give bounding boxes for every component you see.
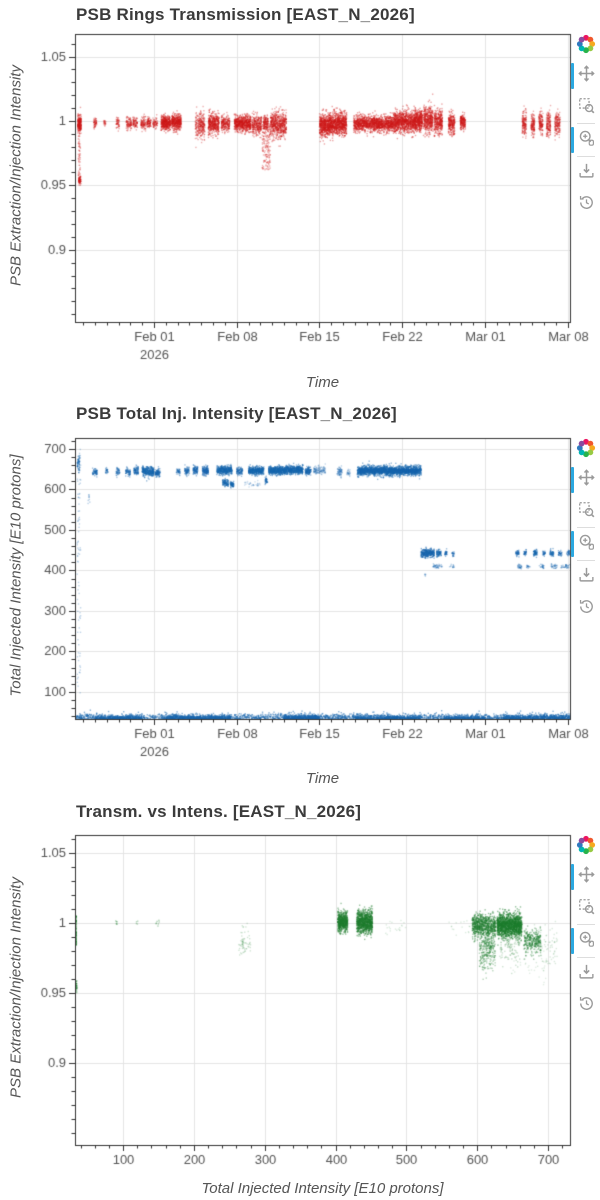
box-zoom-tool-button[interactable] [572, 94, 600, 122]
reset-icon [578, 995, 595, 1017]
box-zoom-icon [578, 501, 595, 523]
wheel-zoom-tool-button[interactable] [572, 126, 600, 154]
transmission-vs-time-chart-canvas[interactable] [0, 0, 600, 400]
box-zoom-icon [578, 97, 595, 119]
bokeh-logo [576, 34, 596, 54]
bokeh-toolbar-plot1 [570, 34, 600, 244]
bokeh-toolbar-plot2 [570, 438, 600, 648]
wheel-zoom-icon [578, 930, 595, 952]
move-icon [577, 469, 595, 491]
toolbar-divider [577, 957, 595, 958]
box-zoom-tool-button[interactable] [572, 498, 600, 526]
wheel-zoom-tool-button[interactable] [572, 927, 600, 955]
move-icon [577, 65, 595, 87]
bokeh-logo [576, 835, 596, 855]
box-zoom-tool-button[interactable] [572, 895, 600, 923]
wheel-zoom-active-indicator [571, 531, 574, 557]
wheel-zoom-active-indicator [571, 928, 574, 954]
pan-active-indicator [571, 467, 574, 493]
pan-tool-button[interactable] [572, 466, 600, 494]
toolbar-divider [577, 560, 595, 561]
toolbar-divider [577, 123, 595, 124]
save-icon [578, 963, 595, 985]
x-axis-label-transmission: Time [305, 374, 340, 391]
reset-tool-button[interactable] [572, 992, 600, 1020]
pan-active-indicator [571, 63, 574, 89]
reset-tool-button[interactable] [572, 191, 600, 219]
save-tool-button[interactable] [572, 159, 600, 187]
x-axis-label-intensity: Time [305, 770, 340, 787]
wheel-zoom-tool-button[interactable] [572, 530, 600, 558]
pan-active-indicator [571, 864, 574, 890]
save-tool-button[interactable] [572, 563, 600, 591]
toolbar-divider [577, 156, 595, 157]
intensity-vs-time-chart-canvas[interactable] [0, 400, 600, 800]
wheel-zoom-icon [578, 129, 595, 151]
reset-icon [578, 598, 595, 620]
wheel-zoom-icon [578, 533, 595, 555]
pan-tool-button[interactable] [572, 62, 600, 90]
save-icon [578, 162, 595, 184]
save-tool-button[interactable] [572, 960, 600, 988]
transmission-vs-intensity-chart-canvas[interactable] [0, 800, 600, 1200]
bokeh-toolbar-plot3 [570, 835, 600, 1045]
move-icon [577, 866, 595, 888]
reset-icon [578, 194, 595, 216]
reset-tool-button[interactable] [572, 595, 600, 623]
toolbar-divider [577, 924, 595, 925]
toolbar-divider [577, 527, 595, 528]
box-zoom-icon [578, 898, 595, 920]
x-axis-label-transmission-vs-intensity: Total Injected Intensity [E10 protons] [201, 1180, 444, 1197]
bokeh-logo [576, 438, 596, 458]
wheel-zoom-active-indicator [571, 127, 574, 153]
pan-tool-button[interactable] [572, 863, 600, 891]
save-icon [578, 566, 595, 588]
